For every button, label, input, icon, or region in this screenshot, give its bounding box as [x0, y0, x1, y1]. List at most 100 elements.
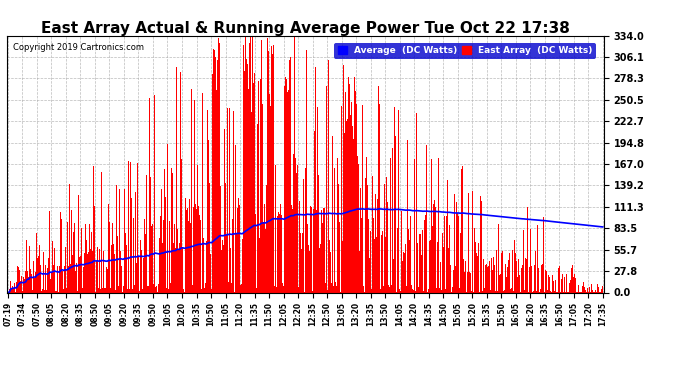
Bar	[57, 266, 58, 292]
Bar	[513, 291, 514, 292]
Bar	[537, 225, 538, 292]
Bar	[512, 250, 513, 292]
Bar	[209, 183, 210, 292]
Bar	[207, 110, 208, 292]
Bar	[44, 290, 45, 292]
Bar	[37, 258, 38, 292]
Bar	[230, 249, 231, 292]
Bar	[99, 249, 100, 292]
Bar	[499, 275, 500, 292]
Bar	[495, 291, 496, 292]
Bar	[166, 288, 167, 292]
Bar	[225, 183, 226, 292]
Bar	[426, 146, 428, 292]
Bar	[286, 80, 288, 292]
Bar	[478, 243, 479, 292]
Bar	[585, 290, 586, 292]
Bar	[456, 202, 457, 292]
Bar	[309, 251, 310, 292]
Bar	[72, 255, 73, 292]
Bar	[293, 154, 295, 292]
Bar	[300, 233, 302, 292]
Bar	[442, 232, 444, 292]
Bar	[185, 198, 186, 292]
Bar	[436, 288, 437, 292]
Bar	[198, 206, 199, 292]
Bar	[187, 208, 188, 292]
Bar	[297, 165, 298, 292]
Bar	[444, 216, 445, 292]
Bar	[578, 285, 580, 292]
Bar	[67, 222, 68, 292]
Bar	[76, 263, 77, 292]
Bar	[238, 198, 239, 292]
Bar	[374, 239, 375, 292]
Bar	[350, 115, 351, 292]
Bar	[107, 268, 108, 292]
Bar	[463, 259, 464, 292]
Bar	[284, 86, 286, 292]
Bar	[595, 290, 596, 292]
Bar	[465, 261, 466, 292]
Bar	[235, 145, 236, 292]
Bar	[377, 200, 378, 292]
Bar	[217, 60, 218, 292]
Bar	[200, 220, 201, 292]
Bar	[202, 93, 203, 292]
Bar	[254, 73, 255, 292]
Bar	[323, 208, 324, 292]
Bar	[489, 261, 490, 292]
Bar	[74, 223, 75, 292]
Bar	[40, 264, 41, 292]
Bar	[51, 273, 52, 292]
Bar	[546, 290, 548, 292]
Bar	[326, 86, 327, 292]
Bar	[24, 279, 26, 292]
Bar	[410, 216, 411, 292]
Legend: Average  (DC Watts), East Array  (DC Watts): Average (DC Watts), East Array (DC Watts…	[335, 43, 596, 59]
Bar	[538, 268, 539, 292]
Bar	[351, 102, 352, 292]
Bar	[399, 289, 400, 292]
Bar	[328, 60, 329, 292]
Bar	[290, 57, 291, 292]
Bar	[313, 209, 314, 292]
Bar	[333, 286, 334, 292]
Bar	[480, 196, 481, 292]
Bar	[46, 290, 47, 292]
Bar	[130, 198, 132, 292]
Bar	[144, 219, 146, 292]
Bar	[515, 253, 516, 292]
Bar	[41, 291, 42, 292]
Bar	[507, 267, 508, 292]
Bar	[68, 266, 69, 292]
Bar	[496, 250, 497, 292]
Bar	[227, 108, 228, 292]
Bar	[354, 77, 355, 292]
Bar	[100, 289, 101, 292]
Bar	[491, 258, 492, 292]
Bar	[173, 243, 175, 292]
Bar	[357, 156, 358, 292]
Bar	[521, 268, 522, 292]
Bar	[420, 255, 422, 292]
Bar	[549, 278, 550, 292]
Bar	[195, 204, 196, 292]
Bar	[263, 222, 264, 292]
Bar	[526, 207, 528, 292]
Text: Copyright 2019 Cartronics.com: Copyright 2019 Cartronics.com	[13, 44, 144, 52]
Bar	[141, 250, 142, 292]
Bar	[150, 177, 151, 292]
Bar	[48, 258, 49, 292]
Bar	[275, 286, 277, 292]
Bar	[142, 290, 144, 292]
Bar	[201, 289, 202, 292]
Bar	[70, 264, 71, 292]
Bar	[29, 246, 30, 292]
Bar	[256, 288, 257, 292]
Bar	[519, 275, 520, 292]
Bar	[199, 216, 200, 292]
Bar	[241, 239, 243, 292]
Bar	[248, 43, 250, 292]
Bar	[108, 204, 109, 292]
